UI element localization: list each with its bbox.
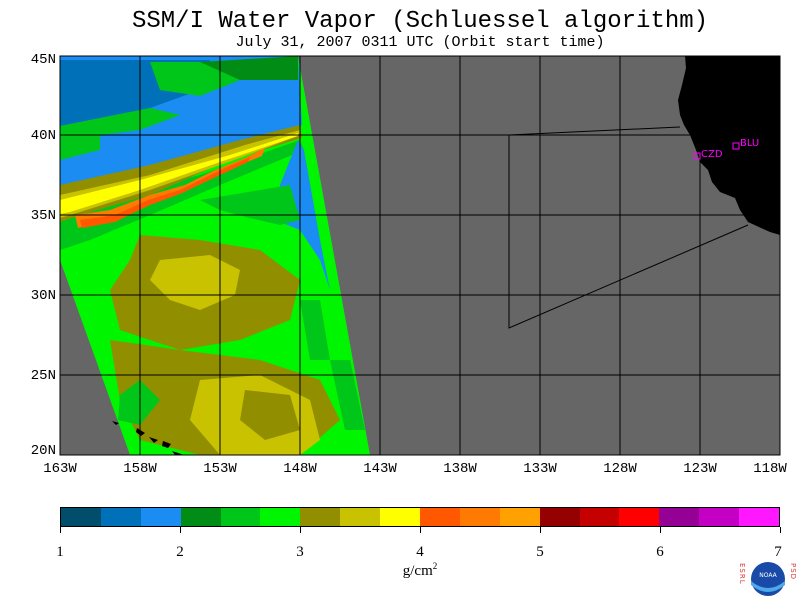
map-title: SSM/I Water Vapor (Schluessel algorithm) (131, 8, 709, 35)
colorbar-segment (220, 508, 261, 526)
lat-label: 20N (30, 443, 56, 459)
colorbar-segment (300, 508, 341, 526)
colorbar-tick-label: 6 (656, 544, 664, 560)
lat-label: 35N (30, 208, 56, 224)
colorbar-segment (659, 508, 700, 526)
colorbar-tick (420, 527, 421, 533)
colorbar-tick-label: 1 (56, 544, 64, 560)
colorbar-segment (459, 508, 500, 526)
lat-label: 40N (30, 128, 56, 144)
station-blu-marker (732, 142, 740, 150)
lon-label: 128W (603, 461, 637, 477)
lat-label: 30N (30, 288, 56, 304)
colorbar-segment (619, 508, 660, 526)
colorbar-tick-label: 7 (774, 544, 782, 560)
station-czd-label: CZD (701, 149, 723, 160)
colorbar-tick (60, 527, 61, 533)
noaa-esrl-psd-logo: NOAA ESRL PSD (738, 562, 797, 596)
colorbar-tick-label: 4 (416, 544, 424, 560)
colorbar-tick-label: 3 (296, 544, 304, 560)
colorbar-segment (499, 508, 540, 526)
colorbar-units: g/cm2 (380, 561, 460, 580)
colorbar-segment (420, 508, 460, 526)
lon-label: 163W (43, 461, 77, 477)
colorbar-segment (380, 508, 421, 526)
station-blu: BLU (732, 138, 759, 150)
colorbar-segment (180, 508, 221, 526)
station-czd-marker (693, 152, 701, 160)
units-exponent: 2 (432, 561, 438, 571)
colorbar-segment (140, 508, 181, 526)
colorbar-segment (579, 508, 620, 526)
lon-label: 148W (283, 461, 317, 477)
region-outline-top (508, 126, 681, 136)
colorbar-tick (660, 527, 661, 533)
colorbar-tick (180, 527, 181, 533)
colorbar-segment (699, 508, 740, 526)
colorbar-segment (539, 508, 580, 526)
lon-label: 118W (753, 461, 787, 477)
colorbar-segment (739, 508, 780, 526)
map-subtitle: July 31, 2007 0311 UTC (Orbit start time… (235, 34, 605, 51)
colorbar-segment (61, 508, 101, 526)
station-blu-label: BLU (740, 138, 759, 149)
lon-label: 133W (523, 461, 557, 477)
grid-lines (60, 56, 780, 455)
lon-label: 138W (443, 461, 477, 477)
lon-label: 123W (683, 461, 717, 477)
region-outline (508, 135, 749, 329)
colorbar-tick-label: 2 (176, 544, 184, 560)
lat-label: 25N (30, 368, 56, 384)
colorbar-tick-label: 5 (536, 544, 544, 560)
colorbar-segment (340, 508, 381, 526)
colorbar-tick (540, 527, 541, 533)
station-czd: CZD (693, 149, 723, 160)
esrl-logo-text: ESRL (738, 563, 746, 585)
colorbar-tick (780, 527, 781, 533)
lon-label: 158W (123, 461, 157, 477)
colorbar-tick (300, 527, 301, 533)
lat-label: 45N (30, 52, 56, 68)
units-text: g/cm (402, 563, 433, 579)
lon-label: 153W (203, 461, 237, 477)
colorbar (60, 507, 780, 527)
map-frame (59, 55, 781, 456)
colorbar-segment (260, 508, 301, 526)
lon-label: 143W (363, 461, 397, 477)
psd-logo-text: PSD (789, 563, 797, 580)
noaa-logo-text: NOAA (759, 572, 777, 579)
colorbar-segment (100, 508, 141, 526)
